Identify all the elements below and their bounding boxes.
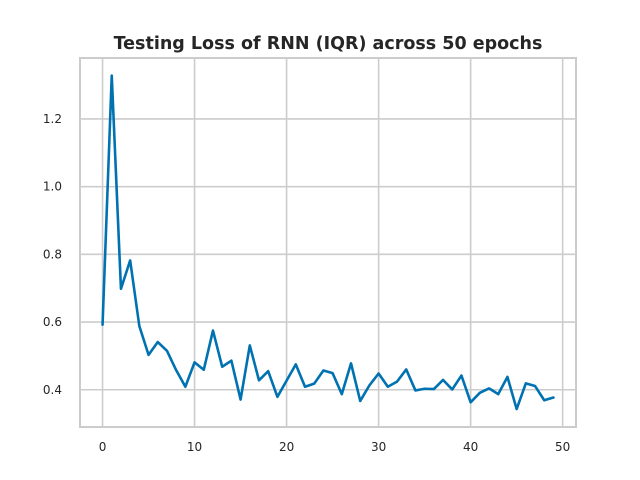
x-tick-label: 10 <box>187 440 202 454</box>
x-tick-label: 20 <box>279 440 294 454</box>
x-tick-label: 40 <box>463 440 478 454</box>
chart-title: Testing Loss of RNN (IQR) across 50 epoc… <box>114 34 543 54</box>
y-tick-label: 1.0 <box>43 180 62 194</box>
y-tick-label: 0.8 <box>43 247 62 261</box>
tick-labels: 0 10 20 30 40 50 0.4 0.6 0.8 1.0 1.2 <box>43 112 570 454</box>
series-line <box>101 74 555 411</box>
x-tick-label: 30 <box>371 440 386 454</box>
y-tick-label: 1.2 <box>43 112 62 126</box>
series-layer <box>101 74 555 411</box>
y-tick-label: 0.4 <box>43 383 62 397</box>
grid <box>80 58 576 427</box>
x-tick-label: 50 <box>555 440 570 454</box>
x-tick-label: 0 <box>99 440 107 454</box>
plot-area <box>79 57 577 428</box>
y-tick-label: 0.6 <box>43 315 62 329</box>
